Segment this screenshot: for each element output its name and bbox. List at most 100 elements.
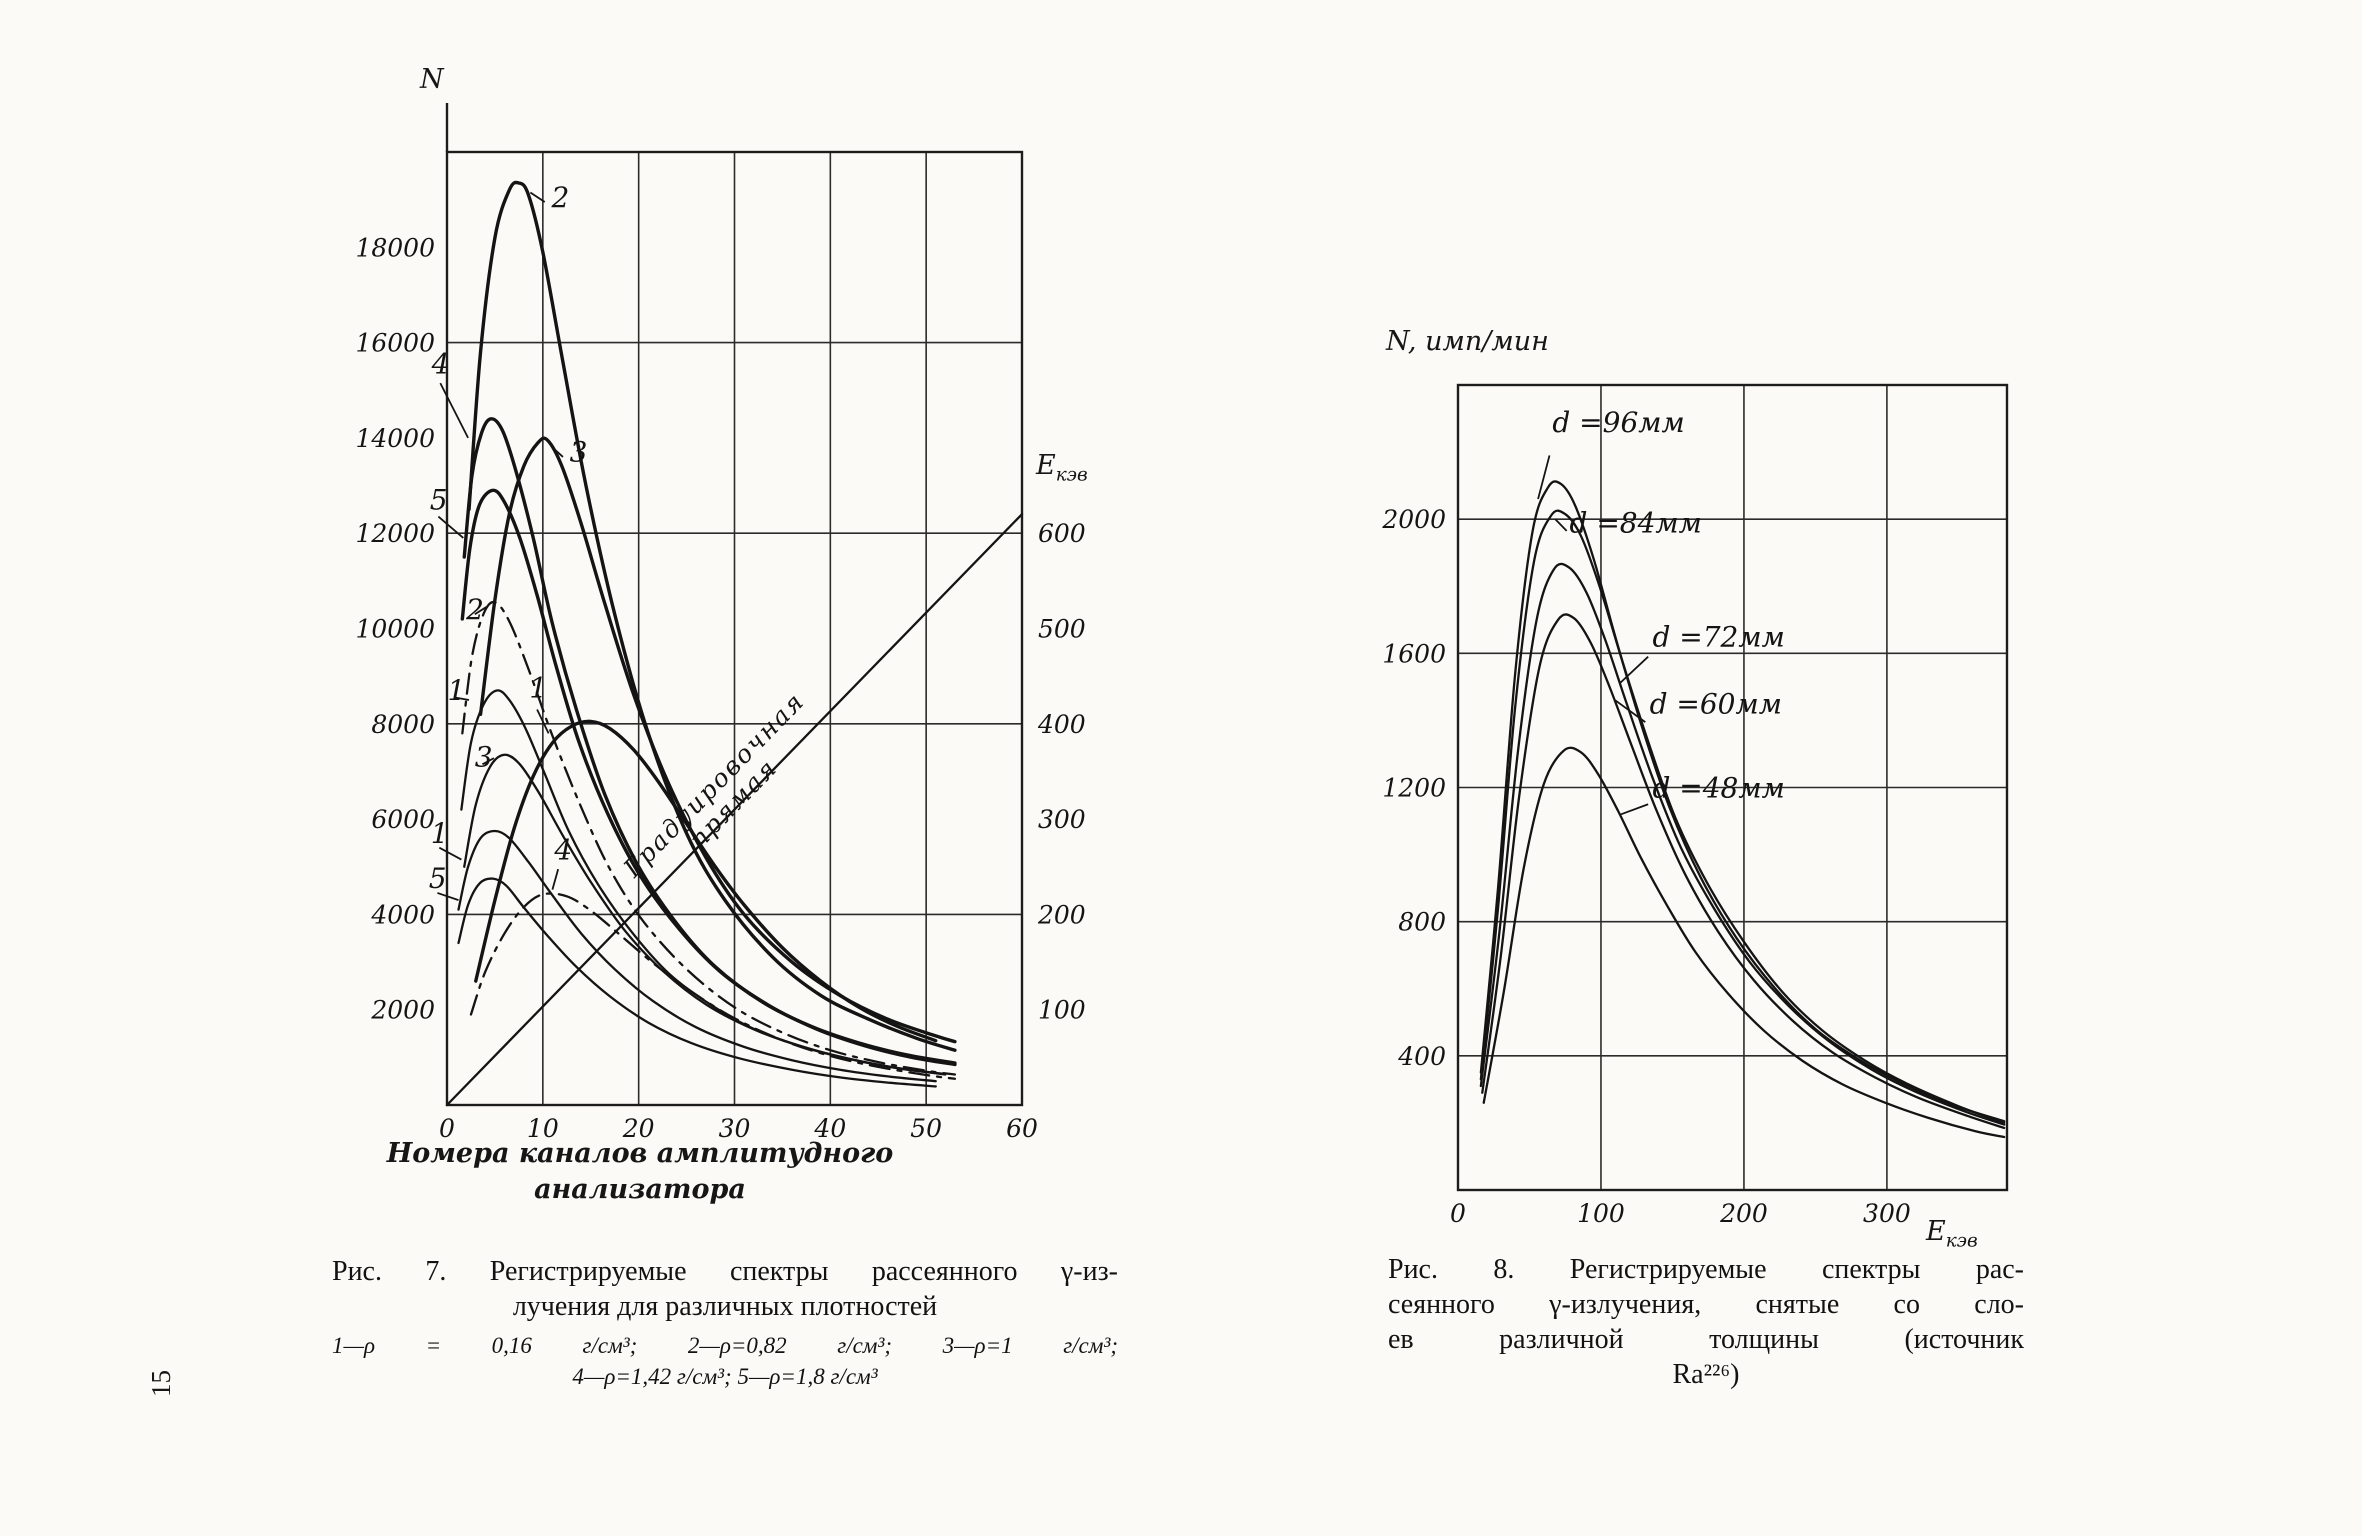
fig7-spectra-chart: 0 10 20 30 40 50 60 2000 4000 6000 8000 10000 12000 1… xyxy=(355,103,1086,1143)
calibration-line xyxy=(445,512,1024,1107)
y-tick-label: 1200 xyxy=(1382,774,1446,803)
y-tick-label: 16000 xyxy=(355,329,435,358)
curve-1b-small xyxy=(457,829,937,1083)
fig7-caption-line4: 4—ρ=1,42 г/см³; 5—ρ=1,8 г/см³ xyxy=(572,1364,878,1389)
y-tick-label: 4000 xyxy=(370,900,435,929)
x-tick-label: 200 xyxy=(1719,1199,1768,1228)
curve-3-small xyxy=(463,753,947,1076)
curve-4-small xyxy=(469,892,957,1080)
curve-5-main-leader xyxy=(437,515,464,539)
curve-d60-leader xyxy=(1614,699,1646,723)
curve-3-small-label: 3 xyxy=(475,741,493,774)
curve-2-main xyxy=(467,180,957,1052)
x-tick-label: 30 xyxy=(719,1114,751,1143)
y2-tick-label: 400 xyxy=(1037,710,1086,739)
y-tick-label: 2000 xyxy=(370,996,435,1025)
curve-d84 xyxy=(1479,509,2006,1125)
fig7-right-axis-header: Eкэв xyxy=(1036,450,1088,485)
y-tick-label: 14000 xyxy=(355,424,435,453)
curve-d84-leader xyxy=(1554,518,1568,532)
curve-d96-label: d =96мм xyxy=(1552,406,1684,439)
y-tick-label: 12000 xyxy=(355,519,435,548)
curve-2-main-label: 2 xyxy=(550,181,569,214)
curve-3-small-leader xyxy=(482,757,495,766)
curve-5-main-label: 5 xyxy=(430,483,448,516)
curve-4-small-leader xyxy=(551,868,560,890)
y-tick-label: 1600 xyxy=(1382,639,1446,668)
curve-3-main xyxy=(478,436,957,1044)
fig8-caption-line2: сеянного γ-излучения, снятые со сло- xyxy=(1388,1289,2024,1320)
fig7-x-axis-title-line1: Номера каналов амплитудного xyxy=(386,1138,894,1169)
fig7-caption-line2: лучения для различных плотностей xyxy=(512,1291,938,1322)
y-tick-label: 8000 xyxy=(371,710,435,739)
fig7-right-axis-subscript: кэв xyxy=(1055,464,1088,486)
x-tick-label: 20 xyxy=(622,1114,655,1143)
curve-4-small-label: 4 xyxy=(553,834,572,867)
curve-4-main xyxy=(462,417,957,1065)
y2-tick-label: 200 xyxy=(1037,900,1086,929)
curve-1-broad-label: 1 xyxy=(529,672,547,705)
curve-d48-label: d =48мм xyxy=(1652,772,1784,805)
x-tick-label: 100 xyxy=(1577,1199,1625,1228)
curve-d48 xyxy=(1482,746,2006,1139)
x-tick-label: 10 xyxy=(527,1114,559,1143)
fig8-caption-line3: ев различной толщины (источник xyxy=(1388,1324,2024,1355)
curve-3-main-label: 3 xyxy=(570,436,588,469)
curve-5-main xyxy=(460,488,957,1067)
x-tick-label: 0 xyxy=(439,1114,455,1143)
fig8-x-axis-end-label: Eкэв xyxy=(1926,1216,1978,1251)
x-tick-label: 40 xyxy=(813,1114,846,1143)
x-tick-label: 300 xyxy=(1863,1199,1911,1228)
fig8-x-end-subscript: кэв xyxy=(1945,1230,1978,1252)
fig7-caption-line3: 1—ρ = 0,16 г/см³; 2—ρ=0,82 г/см³; 3—ρ=1 … xyxy=(332,1333,1118,1358)
y-tick-label: 2000 xyxy=(1381,505,1446,534)
plot-border xyxy=(1456,383,2009,1192)
curve-1-broad xyxy=(474,719,938,1043)
plot-border xyxy=(445,150,1024,1107)
fig7-y-axis-label: N xyxy=(420,64,444,95)
curve-2-small xyxy=(461,600,957,1076)
curve-d48-leader xyxy=(1620,803,1649,816)
curve-d96-leader xyxy=(1537,455,1551,500)
x-tick-label: 50 xyxy=(910,1114,942,1143)
curve-1-small-leader xyxy=(455,696,470,701)
y2-tick-label: 300 xyxy=(1038,805,1086,834)
fig7-caption-line1: Рис. 7. Регистрируемые спектры рассеянно… xyxy=(332,1256,1118,1287)
curve-2-main-leader xyxy=(529,191,546,203)
curve-1b-small-label: 1 xyxy=(431,817,449,850)
y-tick-label: 18000 xyxy=(355,233,435,262)
curve-5-small-leader xyxy=(437,892,459,901)
page-number: 15 xyxy=(146,1370,176,1397)
curve-d60-label: d =60мм xyxy=(1650,688,1782,721)
curve-1-small-label: 1 xyxy=(447,674,465,707)
calibration-label-line1: Градуировочная xyxy=(617,686,810,883)
fig7-x-axis-title-line2: анализатора xyxy=(534,1174,746,1205)
fig8-top-axis-label: N, имп/мин xyxy=(1386,326,1549,357)
curve-1-broad-leader xyxy=(536,709,550,734)
curve-d84-label: d =84мм xyxy=(1570,507,1702,540)
fig8-x-end-symbol: E xyxy=(1926,1216,1946,1247)
fig7-right-axis-symbol: E xyxy=(1036,450,1056,481)
y-tick-label: 10000 xyxy=(355,615,435,644)
curve-d60 xyxy=(1481,613,2006,1130)
y2-tick-label: 600 xyxy=(1038,519,1086,548)
y-tick-label: 400 xyxy=(1397,1042,1446,1071)
curve-2-small-leader xyxy=(474,606,487,615)
y2-tick-label: 500 xyxy=(1038,615,1086,644)
curve-1b-small-leader xyxy=(438,846,462,861)
x-tick-label: 0 xyxy=(1450,1199,1466,1228)
curve-d72-leader xyxy=(1618,656,1649,685)
y2-tick-label: 100 xyxy=(1038,996,1086,1025)
curve-3-main-leader xyxy=(551,446,564,458)
fig8-spectra-chart: 0 100 200 300 400 800 1200 1600 2000 d =96мм d =84… xyxy=(1381,383,2009,1228)
y-tick-label: 800 xyxy=(1398,908,1446,937)
curve-5-small-label: 5 xyxy=(429,862,447,895)
curve-2-small-label: 2 xyxy=(465,593,484,626)
curve-5-small xyxy=(457,877,937,1088)
fig8-caption-line1: Рис. 8. Регистрируемые спектры рас- xyxy=(1388,1254,2024,1285)
curve-4-main-label: 4 xyxy=(431,348,450,381)
curve-d72-label: d =72мм xyxy=(1652,621,1784,654)
